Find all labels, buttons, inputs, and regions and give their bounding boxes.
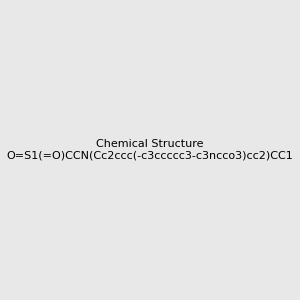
Text: Chemical Structure
O=S1(=O)CCN(Cc2ccc(-c3ccccc3-c3ncco3)cc2)CC1: Chemical Structure O=S1(=O)CCN(Cc2ccc(-c… [7, 139, 293, 161]
